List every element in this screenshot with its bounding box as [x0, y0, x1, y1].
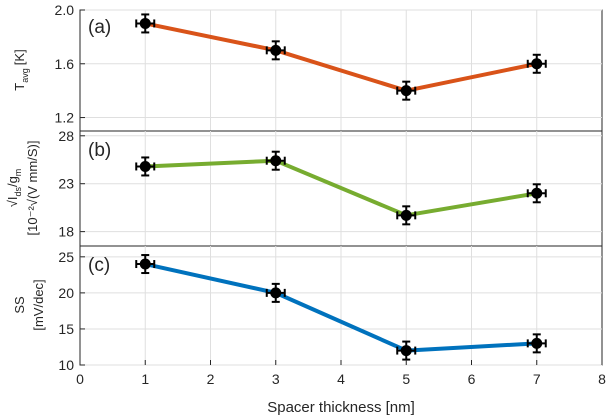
- marker-b-0: [139, 160, 151, 172]
- panel-c: 25 20 15 10 (c) SS [mV/dec]: [12, 245, 603, 373]
- marker-b-2: [400, 209, 412, 221]
- marker-a-0: [139, 17, 151, 29]
- yticks-b: 28 23 18: [58, 128, 85, 240]
- ytick-label-b-1: 23: [58, 176, 74, 192]
- marker-a-2: [400, 85, 412, 97]
- ytick-label-c-2: 15: [58, 321, 74, 337]
- data-point-a-1: [265, 40, 286, 61]
- data-point-a-0: [135, 13, 156, 34]
- marker-c-1: [270, 287, 282, 299]
- ylabel-b-mid: /g: [5, 176, 20, 187]
- grid-a: [80, 9, 602, 131]
- ytick-label-c-1: 20: [58, 285, 74, 301]
- data-point-c-0: [135, 254, 156, 275]
- xtick-label-3: 3: [272, 371, 280, 387]
- data-point-b-3: [526, 183, 547, 204]
- series-line-a: [144, 21, 538, 93]
- yticks-a: 2.0 1.6 1.2: [55, 2, 85, 126]
- xtick-label-4: 4: [337, 371, 345, 387]
- marker-c-3: [531, 337, 543, 349]
- ylabel-a-sub: avg: [20, 68, 30, 83]
- ytick-label-a-1: 1.6: [55, 56, 75, 72]
- series-c: [135, 254, 547, 361]
- panel-tag-c: (c): [88, 255, 110, 276]
- ylabel-c-line1: SS: [12, 296, 27, 314]
- data-point-b-2: [396, 205, 417, 226]
- data-point-b-1: [265, 150, 286, 171]
- data-point-c-2: [396, 340, 417, 361]
- ylabel-a-unit: [K]: [12, 49, 27, 65]
- series-a: [135, 13, 547, 101]
- ylabel-b-sub2: m: [13, 169, 23, 177]
- ylabel-b-sub1: ds: [13, 187, 23, 197]
- marker-a-1: [270, 44, 282, 56]
- xtick-label-7: 7: [533, 371, 541, 387]
- ylabel-b-line2: [10⁻²√(V mm/S)]: [25, 141, 40, 236]
- x-axis-title: Spacer thickness [nm]: [267, 399, 415, 416]
- ytick-label-c-0: 25: [58, 249, 74, 265]
- series-b: [135, 150, 547, 226]
- ytick-label-b-0: 28: [58, 128, 74, 144]
- xtick-label-5: 5: [402, 371, 410, 387]
- xtick-label-1: 1: [141, 371, 149, 387]
- data-point-c-1: [265, 282, 286, 303]
- x-tick-labels: 0 1 2 3 4 5 6 7 8: [76, 360, 606, 387]
- xtick-label-6: 6: [468, 371, 476, 387]
- ytick-label-a-0: 2.0: [55, 2, 75, 18]
- marker-c-2: [400, 345, 412, 357]
- yticks-c: 25 20 15 10: [58, 249, 85, 373]
- ylabel-a-main: T: [12, 83, 27, 91]
- panel-tag-a: (a): [88, 17, 111, 38]
- panel-b: 28 23 18 (b) √Ids/gm [10⁻²√(V mm/S)]: [5, 128, 603, 247]
- series-line-c: [144, 262, 537, 353]
- data-point-a-2: [396, 80, 417, 101]
- marker-c-0: [139, 258, 151, 270]
- ylabel-b-pre: √I: [5, 197, 20, 208]
- data-point-a-3: [526, 53, 547, 74]
- marker-a-3: [531, 58, 543, 70]
- panel-a: 2.0 1.6 1.2 (a) Tavg [K]: [12, 2, 603, 132]
- xtick-label-8: 8: [598, 371, 606, 387]
- ytick-label-b-2: 18: [58, 224, 74, 240]
- ylabel-c-line2: [mV/dec]: [31, 279, 46, 330]
- marker-b-3: [531, 187, 543, 199]
- ytick-label-a-2: 1.2: [55, 110, 75, 126]
- data-point-c-3: [526, 333, 547, 354]
- panel-tag-b: (b): [88, 140, 111, 161]
- ylabel-a: Tavg [K]: [12, 49, 30, 90]
- xtick-label-2: 2: [207, 371, 215, 387]
- xtick-label-0: 0: [76, 371, 84, 387]
- marker-b-1: [270, 155, 282, 167]
- series-line-b: [145, 158, 538, 218]
- ylabel-b-line1: √Ids/gm: [5, 169, 23, 208]
- ytick-label-c-3: 10: [58, 357, 74, 373]
- data-point-b-0: [135, 156, 156, 177]
